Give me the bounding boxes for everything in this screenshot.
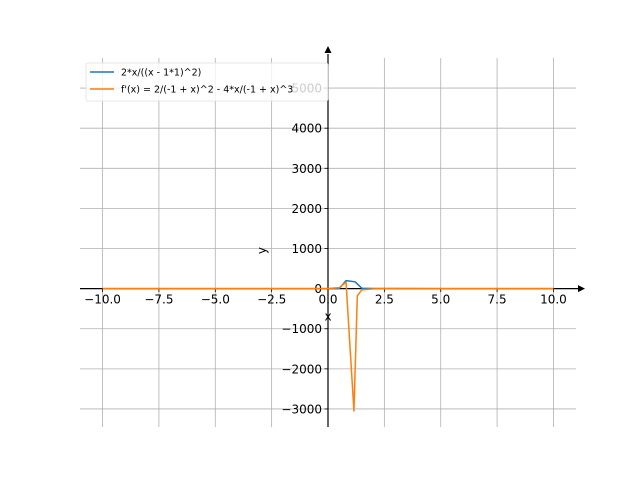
x-tick-label: −7.5 bbox=[144, 293, 173, 307]
y-tick-label: 4000 bbox=[291, 122, 322, 136]
x-tick-label: 2.5 bbox=[375, 293, 394, 307]
series-line-2 bbox=[102, 281, 554, 412]
axes bbox=[80, 46, 585, 427]
legend-box bbox=[85, 62, 329, 102]
y-tick-label: 1000 bbox=[291, 242, 322, 256]
ticks: −10.0 −7.5 −5.0 −2.5 0.0 2.5 5.0 7.5 10.0 −3000 −2… bbox=[84, 82, 567, 417]
y-tick-label: −3000 bbox=[281, 402, 322, 416]
x-tick-label: 10.0 bbox=[540, 293, 567, 307]
x-axis-label: x bbox=[324, 310, 331, 324]
y-tick-label: −2000 bbox=[281, 362, 322, 376]
legend: 2*x/((x - 1*1)^2) f'(x) = 2/(-1 + x)^2 - … bbox=[85, 62, 329, 102]
legend-label-1: 2*x/((x - 1*1)^2) bbox=[121, 68, 201, 79]
y-axis-label: y bbox=[255, 247, 269, 254]
x-tick-label: 5.0 bbox=[431, 293, 450, 307]
y-tick-label: 2000 bbox=[291, 202, 322, 216]
x-axis-arrow bbox=[578, 285, 585, 293]
x-tick-label: −10.0 bbox=[84, 293, 121, 307]
x-tick-label: −2.5 bbox=[257, 293, 286, 307]
y-tick-label: 3000 bbox=[291, 162, 322, 176]
legend-label-2: f'(x) = 2/(-1 + x)^2 - 4*x/(-1 + x)^3 bbox=[121, 85, 293, 96]
y-axis-arrow bbox=[324, 46, 332, 53]
x-tick-label: 7.5 bbox=[488, 293, 507, 307]
x-tick-label: 0.0 bbox=[318, 293, 337, 307]
series bbox=[102, 279, 554, 412]
y-tick-label: −1000 bbox=[281, 322, 322, 336]
x-tick-label: −5.0 bbox=[201, 293, 230, 307]
